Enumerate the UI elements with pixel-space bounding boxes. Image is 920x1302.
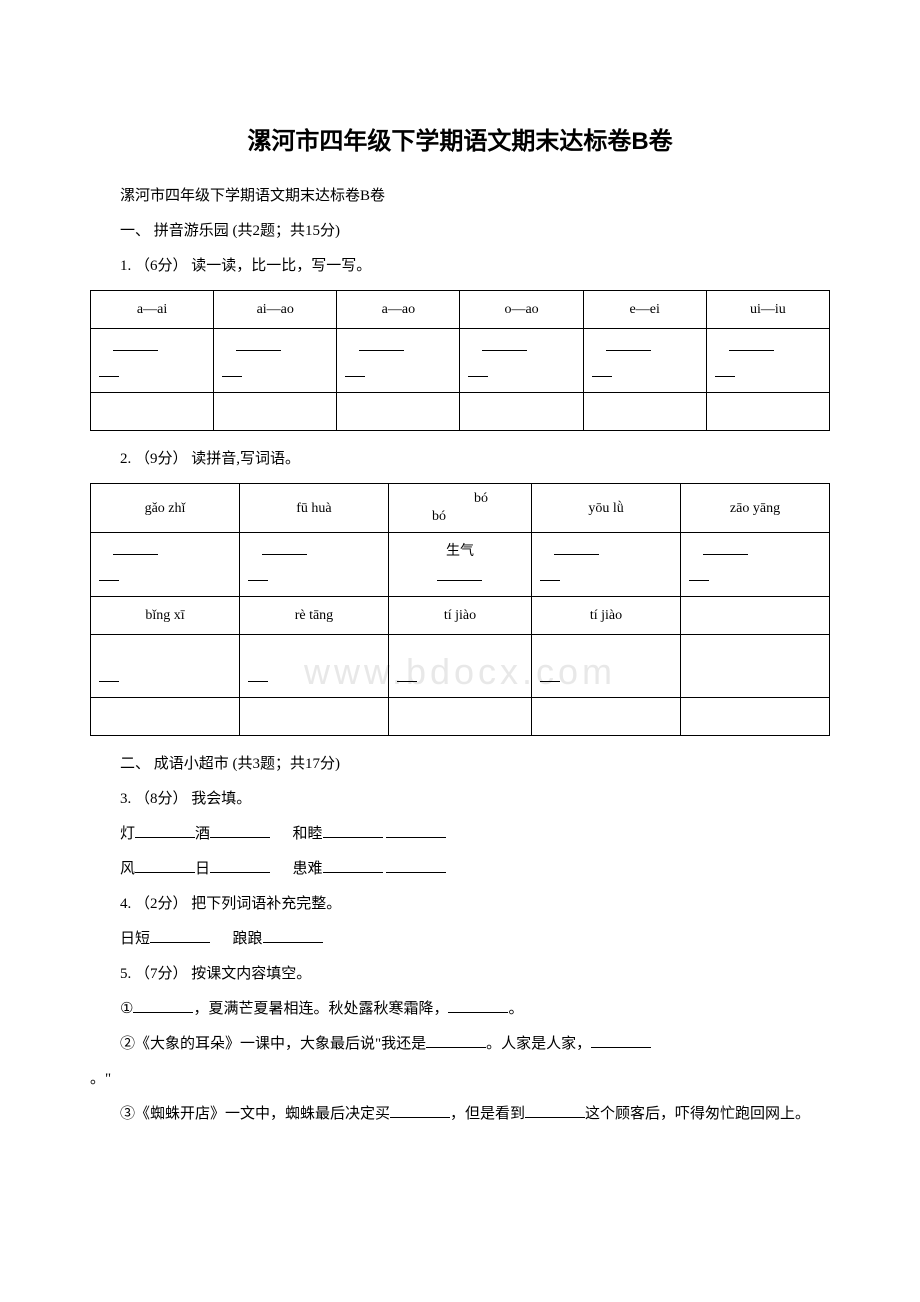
q1-empty[interactable]: [337, 392, 460, 430]
q2-pinyin-1: fū huà: [239, 483, 388, 532]
q3-text: 患难: [293, 861, 323, 877]
page-title: 漯河市四年级下学期语文期末达标卷B卷: [90, 120, 830, 163]
table-row: bǐng xī rè tāng tí jiào tí jiào: [91, 596, 830, 634]
q1-header-1: ai—ao: [214, 291, 337, 329]
subtitle: 漯河市四年级下学期语文期末达标卷B卷: [90, 183, 830, 210]
q3-line1[interactable]: 灯 酒 和睦: [90, 821, 830, 848]
table-row: [91, 634, 830, 697]
q2-blank[interactable]: [532, 533, 681, 596]
section2-heading: 二、 成语小超市 (共3题；共17分): [90, 751, 830, 778]
q2-empty: [681, 634, 830, 697]
q3-text: 日: [195, 861, 210, 877]
q1-empty[interactable]: [214, 392, 337, 430]
table-q1: a—ai ai—ao a—ao o—ao e—ei ui—iu: [90, 290, 830, 431]
section1-heading: 一、 拼音游乐园 (共2题；共15分): [90, 218, 830, 245]
q1-empty[interactable]: [460, 392, 583, 430]
table-q2: gǎo zhǐ fū huà bó bó yōu lǜ zāo yāng 生气 b…: [90, 483, 830, 737]
q5-text: 。: [508, 1001, 523, 1017]
q2-empty[interactable]: [388, 698, 531, 736]
q2-blank[interactable]: [91, 634, 240, 697]
q2-pinyin-3: yōu lǜ: [532, 483, 681, 532]
q5-text: 。人家是人家，: [486, 1036, 591, 1052]
q2-empty[interactable]: [681, 698, 830, 736]
q2-pinyin-0: gǎo zhǐ: [91, 483, 240, 532]
bobo-right: bó: [432, 509, 446, 524]
q1-blank[interactable]: [583, 329, 706, 392]
shengqi-text: 生气: [446, 544, 474, 559]
table-row: 生气: [91, 533, 830, 596]
q3-text: 灯: [120, 826, 135, 842]
q5-item2[interactable]: ②《大象的耳朵》一课中，大象最后说"我还是 。人家是人家，: [90, 1031, 830, 1058]
q5-item3[interactable]: ③《蜘蛛开店》一文中，蜘蛛最后决定买 ，但是看到 这个顾客后，吓得匆忙跑回网上。: [90, 1101, 830, 1128]
bobo-left: bó: [474, 491, 488, 506]
q3-line2[interactable]: 风 日 患难: [90, 856, 830, 883]
q2-pinyin-2: bó bó: [388, 483, 531, 532]
q1-header-3: o—ao: [460, 291, 583, 329]
q5-text: ①: [120, 1001, 133, 1017]
q1-empty[interactable]: [91, 392, 214, 430]
q2-pinyin-6: rè tāng: [239, 596, 388, 634]
q1-blank[interactable]: [706, 329, 829, 392]
q2-prompt: 2. （9分） 读拼音,写词语。: [90, 446, 830, 473]
q1-header-5: ui—iu: [706, 291, 829, 329]
q5-item1[interactable]: ① ，夏满芒夏暑相连。秋处露秋寒霜降， 。: [90, 996, 830, 1023]
q5-prompt: 5. （7分） 按课文内容填空。: [90, 961, 830, 988]
q1-empty[interactable]: [706, 392, 829, 430]
q2-empty[interactable]: [532, 698, 681, 736]
q1-blank[interactable]: [337, 329, 460, 392]
q1-blank[interactable]: [91, 329, 214, 392]
q1-header-0: a—ai: [91, 291, 214, 329]
q2-blank[interactable]: [239, 533, 388, 596]
q2-blank[interactable]: [91, 533, 240, 596]
q4-line1[interactable]: 日短 踉踉: [90, 926, 830, 953]
q2-blank[interactable]: [681, 533, 830, 596]
q1-empty[interactable]: [583, 392, 706, 430]
q2-empty: [681, 596, 830, 634]
q5-item2-end: 。": [90, 1066, 830, 1093]
q2-pinyin-7: tí jiào: [388, 596, 531, 634]
q2-empty[interactable]: [91, 698, 240, 736]
table-row: a—ai ai—ao a—ao o—ao e—ei ui—iu: [91, 291, 830, 329]
q1-blank[interactable]: [460, 329, 583, 392]
q1-blank[interactable]: [214, 329, 337, 392]
q1-header-2: a—ao: [337, 291, 460, 329]
q4-prompt: 4. （2分） 把下列词语补充完整。: [90, 891, 830, 918]
q5-text: ③《蜘蛛开店》一文中，蜘蛛最后决定买: [120, 1106, 390, 1122]
table-row: [91, 392, 830, 430]
q1-prompt: 1. （6分） 读一读，比一比，写一写。: [90, 253, 830, 280]
q3-text: 和睦: [293, 826, 323, 842]
q2-empty[interactable]: [239, 698, 388, 736]
q4-text: 踉踉: [233, 931, 263, 947]
q5-text: ②《大象的耳朵》一课中，大象最后说"我还是: [120, 1036, 426, 1052]
q5-text: ，夏满芒夏暑相连。秋处露秋寒霜降，: [193, 1001, 448, 1017]
table-row: gǎo zhǐ fū huà bó bó yōu lǜ zāo yāng: [91, 483, 830, 532]
q3-text: 风: [120, 861, 135, 877]
q1-header-4: e—ei: [583, 291, 706, 329]
q5-text: ，但是看到: [450, 1106, 525, 1122]
q2-blank[interactable]: [239, 634, 388, 697]
q5-text: 这个顾客后，吓得匆忙跑回网上。: [585, 1106, 810, 1122]
q2-blank[interactable]: [388, 634, 531, 697]
q3-text: 酒: [195, 826, 210, 842]
q2-blank[interactable]: [532, 634, 681, 697]
q2-shengqi[interactable]: 生气: [388, 533, 531, 596]
q4-text: 日短: [120, 931, 150, 947]
q2-pinyin-8: tí jiào: [532, 596, 681, 634]
table-row: [91, 698, 830, 736]
q2-pinyin-5: bǐng xī: [91, 596, 240, 634]
q3-prompt: 3. （8分） 我会填。: [90, 786, 830, 813]
table-row: [91, 329, 830, 392]
q2-pinyin-4: zāo yāng: [681, 483, 830, 532]
